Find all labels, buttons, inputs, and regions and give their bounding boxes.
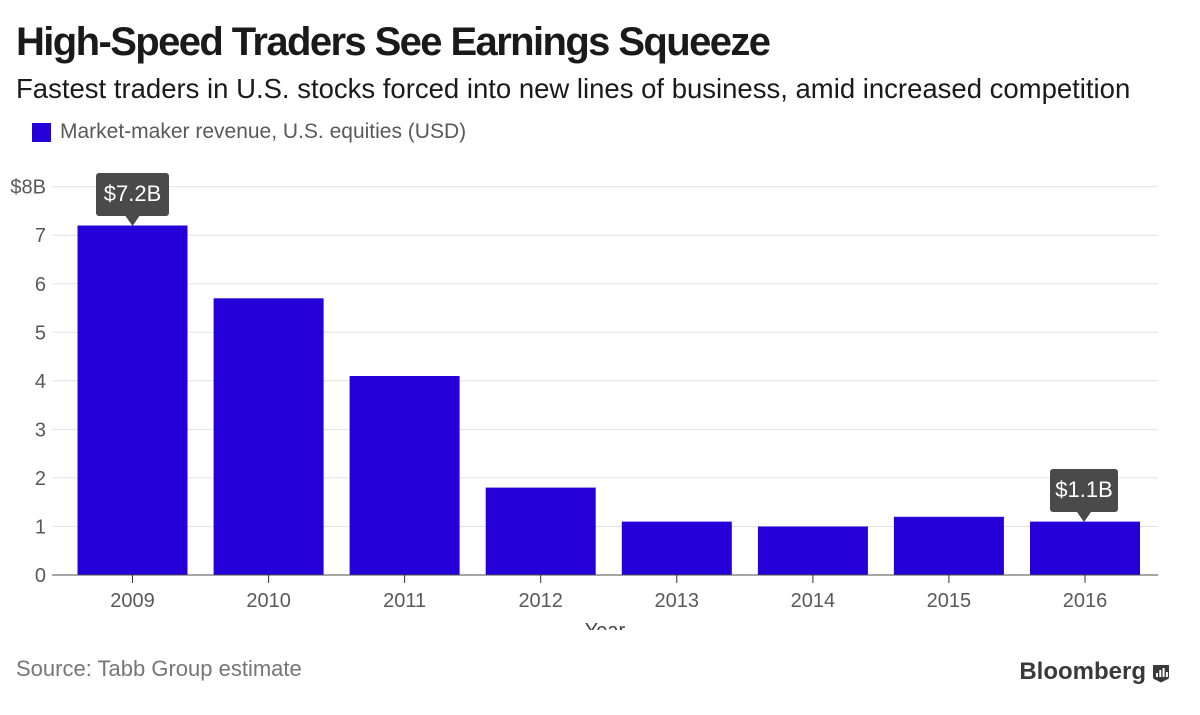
svg-text:6: 6 bbox=[35, 274, 46, 296]
svg-text:2011: 2011 bbox=[383, 590, 426, 612]
svg-text:1: 1 bbox=[35, 517, 46, 539]
svg-text:7: 7 bbox=[35, 225, 46, 247]
svg-text:3: 3 bbox=[35, 419, 46, 441]
svg-text:5: 5 bbox=[35, 322, 46, 344]
svg-text:2012: 2012 bbox=[518, 590, 563, 612]
svg-text:2010: 2010 bbox=[246, 590, 291, 612]
svg-text:0: 0 bbox=[35, 565, 46, 587]
svg-text:4: 4 bbox=[35, 371, 46, 393]
svg-text:$1.1B: $1.1B bbox=[1055, 477, 1113, 502]
svg-text:2009: 2009 bbox=[110, 590, 155, 612]
svg-text:$8B: $8B bbox=[10, 177, 46, 199]
svg-text:2016: 2016 bbox=[1063, 590, 1108, 612]
svg-text:2013: 2013 bbox=[655, 590, 700, 612]
svg-text:2015: 2015 bbox=[927, 590, 972, 612]
svg-text:Year: Year bbox=[585, 620, 626, 630]
svg-text:2014: 2014 bbox=[791, 590, 836, 612]
svg-text:2: 2 bbox=[35, 468, 46, 490]
svg-text:$7.2B: $7.2B bbox=[104, 181, 162, 206]
